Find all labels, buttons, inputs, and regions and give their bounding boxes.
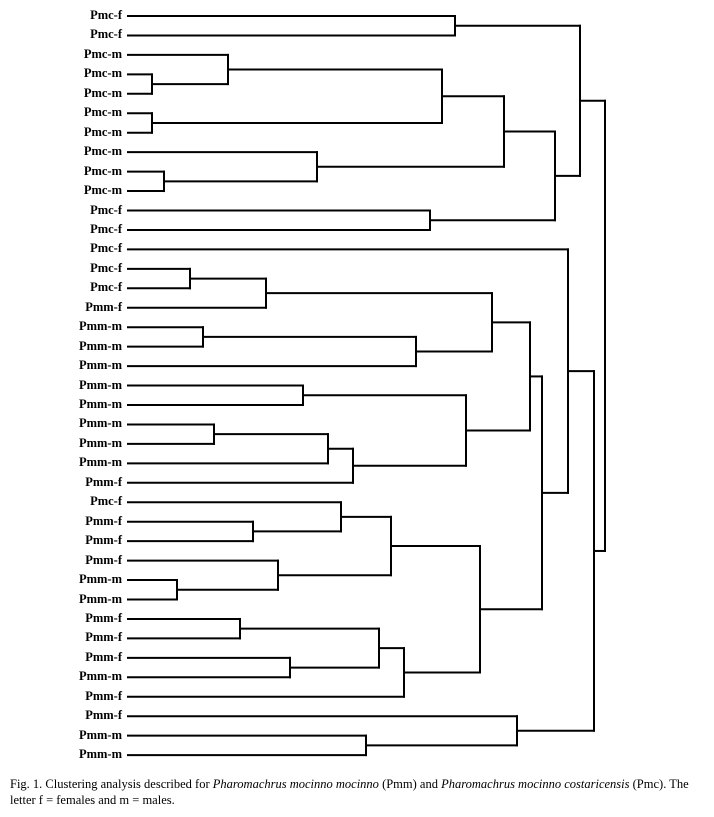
leaf-label: Pmm-m — [78, 572, 122, 587]
leaf-label: Pmm-m — [78, 377, 122, 392]
leaf-label: Pmm-f — [85, 708, 122, 723]
leaf-label: Pmm-m — [78, 397, 122, 411]
leaf-label: Pmm-f — [85, 533, 122, 548]
leaf-label: Pmm-f — [85, 552, 122, 567]
leaf-label: Pmm-m — [78, 591, 122, 606]
figure-caption: Fig. 1. Clustering analysis described fo… — [10, 776, 710, 808]
leaf-label: Pmm-m — [78, 435, 122, 450]
leaf-label: Pmm-f — [85, 610, 122, 625]
leaf-label: Pmc-f — [90, 8, 122, 22]
leaf-label: Pmm-f — [85, 630, 122, 645]
leaf-label: Pmc-f — [90, 260, 122, 275]
leaf-label: Pmm-m — [78, 319, 122, 334]
leaf-label: Pmc-f — [90, 202, 122, 217]
leaf-label: Pmc-m — [83, 85, 122, 100]
leaf-label: Pmm-m — [78, 669, 122, 684]
leaf-label: Pmm-f — [85, 474, 122, 489]
leaf-label: Pmm-f — [85, 688, 122, 703]
leaf-label: Pmc-m — [83, 124, 122, 139]
leaf-label: Pmm-m — [78, 338, 122, 353]
leaf-label: Pmc-f — [90, 27, 122, 42]
caption-prefix: Fig. 1. Clustering analysis described fo… — [10, 777, 213, 791]
leaf-label: Pmm-f — [85, 299, 122, 314]
leaf-label: Pmc-m — [83, 183, 122, 198]
leaf-label: Pmc-f — [90, 241, 122, 256]
leaf-label: Pmc-m — [83, 46, 122, 61]
dendrogram-tree — [127, 15, 606, 757]
leaf-label: Pmc-m — [83, 163, 122, 178]
leaf-label: Pmm-m — [78, 358, 122, 373]
leaf-label: Pmm-m — [78, 747, 122, 762]
leaf-label: Pmm-m — [78, 727, 122, 742]
leaf-label: Pmc-m — [83, 105, 122, 120]
leaf-label: Pmm-m — [78, 416, 122, 431]
caption-taxon-1: Pharomachrus mocinno mocinno — [212, 777, 379, 791]
leaf-label: Pmc-f — [90, 221, 122, 236]
leaf-label: Pmc-f — [90, 280, 122, 295]
leaf-label: Pmc-f — [90, 494, 122, 509]
leaf-label: Pmc-m — [83, 144, 122, 159]
caption-taxon-2: Pharomachrus mocinno costaricensis — [441, 777, 630, 791]
leaf-label: Pmc-m — [83, 66, 122, 81]
caption-suffix: (Pmc). The letter f = females and m = ma… — [10, 777, 689, 807]
leaf-label: Pmm-f — [85, 513, 122, 528]
caption-mid: (Pmm) and — [378, 777, 442, 791]
leaf-label: Pmm-f — [85, 649, 122, 664]
leaf-label: Pmm-m — [78, 455, 122, 470]
